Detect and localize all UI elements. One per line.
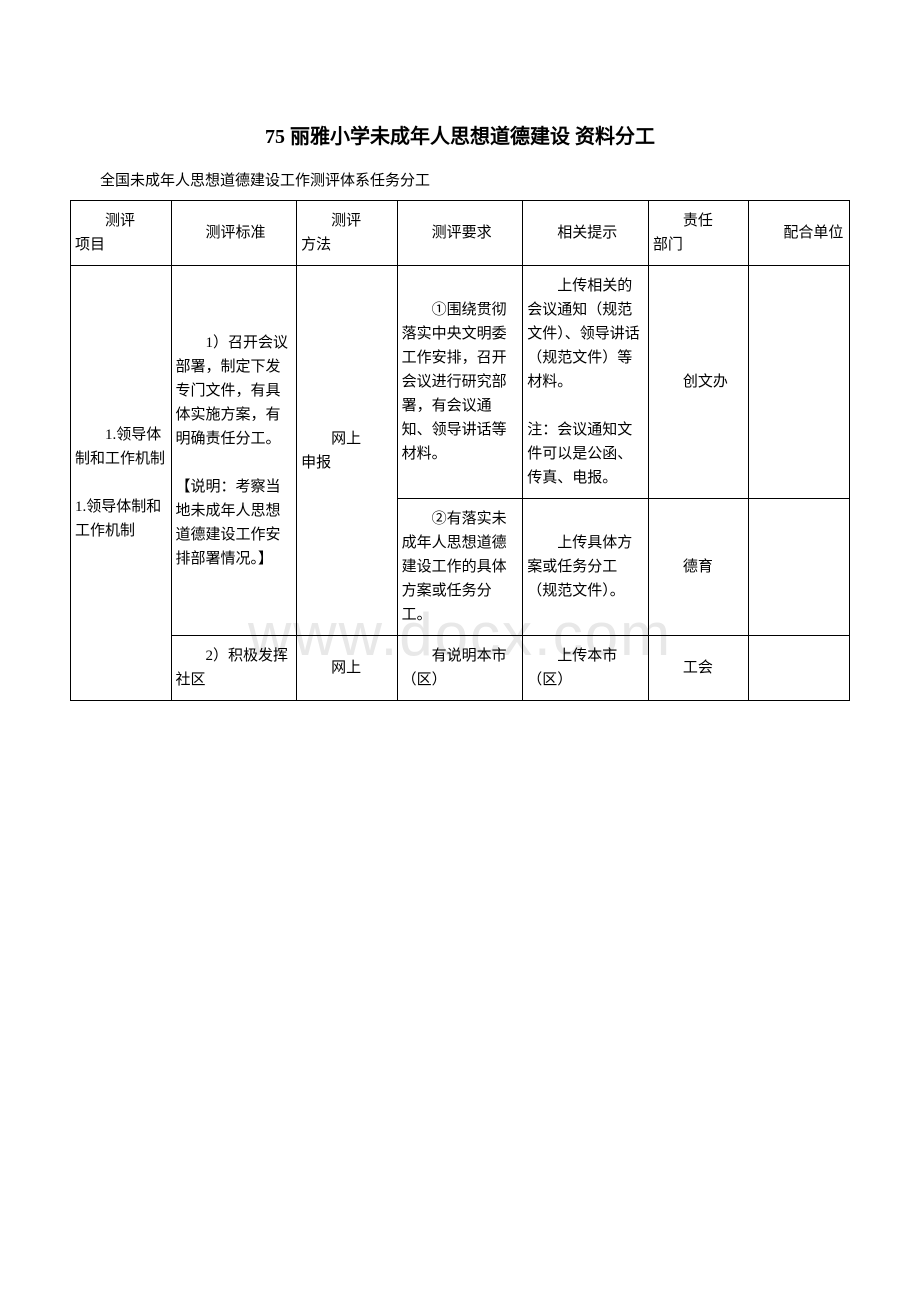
cell-dept: 创文办	[653, 370, 745, 394]
header-col7: 配合单位	[753, 221, 845, 245]
cell-standard: 1）召开会议部署，制定下发专门文件，有具体实施方案，有明确责任分工。【说明：考察…	[176, 331, 293, 571]
cell-requirement: ①围绕贯彻落实中央文明委工作安排，召开会议进行研究部署，有会议通知、领导讲话等材…	[402, 298, 519, 466]
cell-method: 网上	[301, 656, 393, 680]
header-col1: 测评项目	[75, 209, 167, 257]
page-title: 75 丽雅小学未成年人思想道德建设 资料分工	[70, 120, 850, 149]
evaluation-table: 测评项目 测评标准 测评方法 测评要求 相关提示 责任部门 配合单位 1.领导体…	[70, 200, 850, 701]
cell-method: 网上申报	[301, 427, 393, 475]
cell-hint: 上传本市（区）	[527, 644, 644, 692]
header-col3: 测评方法	[301, 209, 393, 257]
cell-dept: 工会	[653, 656, 745, 680]
cell-hint: 上传具体方案或任务分工（规范文件）。	[527, 531, 644, 603]
header-col5: 相关提示	[527, 221, 644, 245]
table-row: 1.领导体制和工作机制1.领导体制和工作机制 1）召开会议部署，制定下发专门文件…	[71, 266, 850, 499]
header-col6: 责任部门	[653, 209, 745, 257]
page-subtitle: 全国未成年人思想道德建设工作测评体系任务分工	[70, 169, 850, 190]
cell-hint: 上传相关的会议通知（规范文件）、领导讲话（规范文件）等材料。注：会议通知文件可以…	[527, 274, 644, 490]
cell-dept: 德育	[653, 555, 745, 579]
table-header-row: 测评项目 测评标准 测评方法 测评要求 相关提示 责任部门 配合单位	[71, 201, 850, 266]
cell-item: 1.领导体制和工作机制1.领导体制和工作机制	[75, 423, 167, 543]
cell-requirement: ②有落实未成年人思想道德建设工作的具体方案或任务分工。	[402, 507, 519, 627]
table-row: 2）积极发挥社区 网上 有说明本市（区） 上传本市（区） 工会	[71, 636, 850, 701]
cell-requirement: 有说明本市（区）	[402, 644, 519, 692]
cell-standard: 2）积极发挥社区	[176, 644, 293, 692]
header-col4: 测评要求	[402, 221, 519, 245]
header-col2: 测评标准	[176, 221, 293, 245]
